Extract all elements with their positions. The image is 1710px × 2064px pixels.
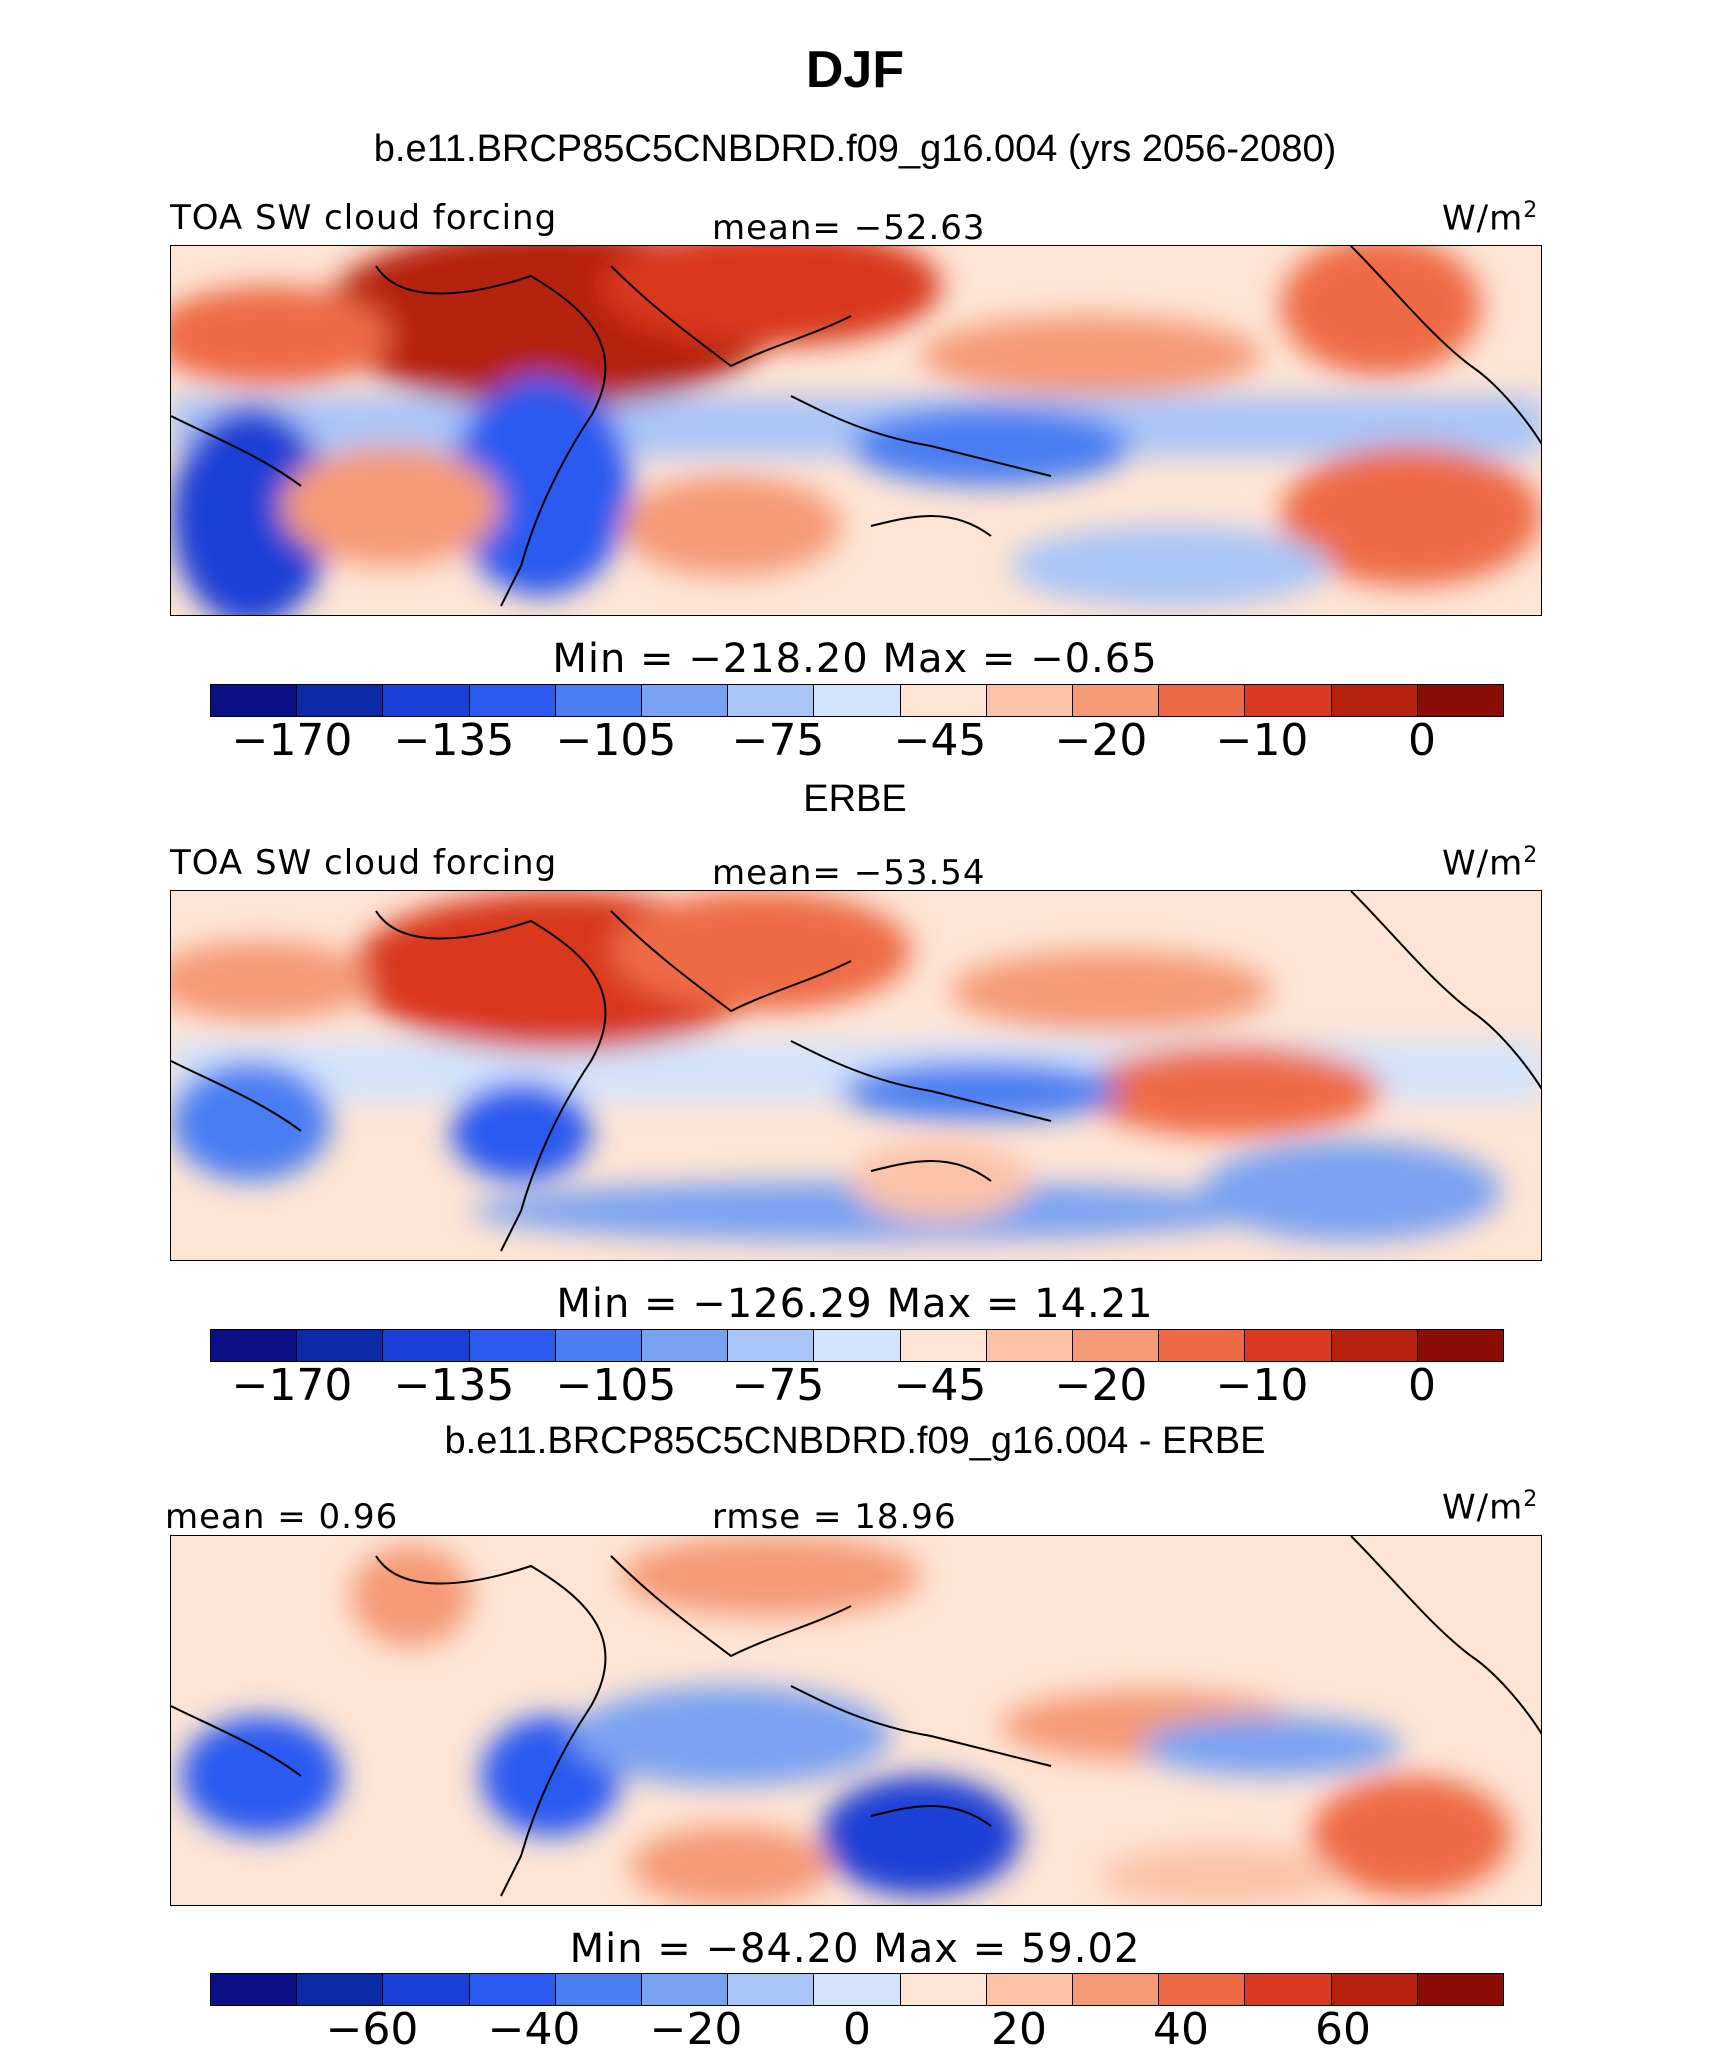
- colorbar-box: [1159, 685, 1246, 716]
- colorbar-box: [1417, 685, 1504, 716]
- colorbar-box: [469, 1330, 556, 1361]
- colorbar-box: [297, 1974, 384, 2005]
- colorbar-box: [1245, 1974, 1332, 2005]
- colorbar-box: [1331, 1974, 1418, 2005]
- colorbar-box: [642, 1330, 729, 1361]
- colorbar-tick: −10: [1215, 1360, 1309, 1411]
- panel2-map: [170, 890, 1542, 1261]
- colorbar-box: [297, 1330, 384, 1361]
- colorbar-box: [728, 1974, 815, 2005]
- colorbar-tick: −75: [731, 1360, 825, 1411]
- colorbar-box: [555, 685, 643, 716]
- colorbar-box: [555, 1974, 643, 2005]
- panel1-units-label: W/m2: [1442, 198, 1539, 239]
- colorbar-tick: −20: [1054, 715, 1148, 766]
- panel1-minmax: Min = −218.20 Max = −0.65: [552, 636, 1158, 682]
- panel3-units-label: W/m2: [1442, 1487, 1539, 1528]
- colorbar-box: [642, 1974, 729, 2005]
- panel3-minmax: Min = −84.20 Max = 59.02: [569, 1926, 1141, 1972]
- colorbar-box: [1159, 1974, 1246, 2005]
- colorbar-box: [1417, 1330, 1504, 1361]
- colorbar-box: [1331, 1330, 1418, 1361]
- colorbar-box: [1245, 685, 1332, 716]
- colorbar-tick: −105: [555, 1360, 677, 1411]
- colorbar-box: [297, 685, 384, 716]
- panel2-colorbar: [210, 1329, 1504, 1362]
- colorbar-box: [211, 1974, 298, 2005]
- panel3-mean-label: mean = 0.96: [165, 1497, 399, 1537]
- colorbar-tick: 20: [991, 2004, 1047, 2055]
- colorbar-tick: −170: [231, 1360, 353, 1411]
- colorbar-box: [728, 1330, 815, 1361]
- colorbar-tick: −60: [325, 2004, 419, 2055]
- colorbar-box: [814, 685, 901, 716]
- panel1-heading: b.e11.BRCP85C5CNBDRD.f09_g16.004 (yrs 20…: [373, 128, 1337, 170]
- colorbar-tick: −75: [731, 715, 825, 766]
- panel3-heading: b.e11.BRCP85C5CNBDRD.f09_g16.004 - ERBE: [444, 1420, 1266, 1462]
- colorbar-tick: −45: [893, 1360, 987, 1411]
- colorbar-box: [986, 1330, 1074, 1361]
- colorbar-tick: 60: [1315, 2004, 1371, 2055]
- colorbar-tick: −10: [1215, 715, 1309, 766]
- colorbar-tick: −135: [393, 1360, 515, 1411]
- colorbar-box: [1245, 1330, 1332, 1361]
- panel3-colorbar: [210, 1973, 1504, 2006]
- colorbar-box: [1073, 1974, 1160, 2005]
- colorbar-box: [814, 1974, 901, 2005]
- panel2-units-label: W/m2: [1442, 843, 1539, 884]
- colorbar-tick: −40: [487, 2004, 581, 2055]
- figure-title: DJF: [805, 41, 905, 99]
- colorbar-box: [211, 1330, 298, 1361]
- colorbar-tick: −105: [555, 715, 677, 766]
- colorbar-tick: 0: [1408, 1360, 1436, 1411]
- panel1-mean-label: mean= −52.63: [712, 208, 986, 248]
- colorbar-box: [814, 1330, 901, 1361]
- colorbar-tick: −135: [393, 715, 515, 766]
- colorbar-box: [1331, 685, 1418, 716]
- colorbar-tick: 40: [1153, 2004, 1209, 2055]
- colorbar-tick: 0: [1408, 715, 1436, 766]
- colorbar-box: [1073, 1330, 1160, 1361]
- colorbar-box: [469, 685, 556, 716]
- panel1-colorbar: [210, 684, 1504, 717]
- panel3-rmse-label: rmse = 18.96: [712, 1497, 957, 1537]
- colorbar-box: [555, 1330, 643, 1361]
- colorbar-box: [211, 685, 298, 716]
- panel2-minmax: Min = −126.29 Max = 14.21: [556, 1281, 1154, 1327]
- colorbar-box: [383, 1974, 470, 2005]
- colorbar-box: [900, 1974, 987, 2005]
- panel1-field-label: TOA SW cloud forcing: [170, 198, 558, 238]
- colorbar-tick: −170: [231, 715, 353, 766]
- colorbar-box: [986, 1974, 1074, 2005]
- colorbar-box: [383, 685, 470, 716]
- colorbar-box: [469, 1974, 556, 2005]
- colorbar-box: [642, 685, 729, 716]
- panel2-heading: ERBE: [803, 778, 907, 820]
- colorbar-tick: 0: [843, 2004, 871, 2055]
- panel2-mean-label: mean= −53.54: [712, 853, 986, 893]
- panel1-map: [170, 245, 1542, 616]
- colorbar-tick: −20: [1054, 1360, 1148, 1411]
- colorbar-box: [383, 1330, 470, 1361]
- colorbar-box: [986, 685, 1074, 716]
- colorbar-box: [1417, 1974, 1504, 2005]
- colorbar-box: [1073, 685, 1160, 716]
- colorbar-box: [728, 685, 815, 716]
- colorbar-box: [900, 1330, 987, 1361]
- panel3-map: [170, 1535, 1542, 1906]
- colorbar-tick: −20: [649, 2004, 743, 2055]
- panel2-field-label: TOA SW cloud forcing: [170, 843, 558, 883]
- colorbar-box: [1159, 1330, 1246, 1361]
- colorbar-tick: −45: [893, 715, 987, 766]
- colorbar-box: [900, 685, 987, 716]
